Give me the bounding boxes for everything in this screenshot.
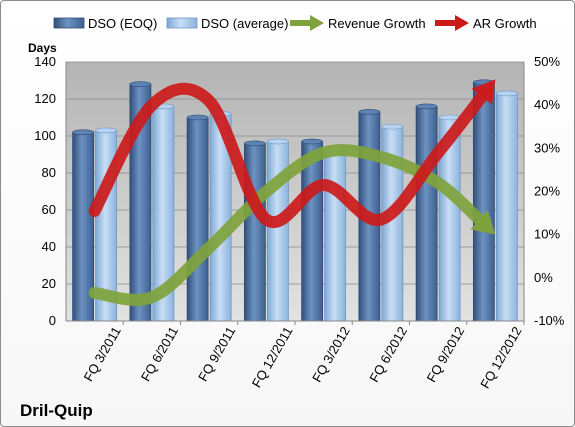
y-right-tick-label: 50%: [534, 54, 560, 69]
legend-label-ar-growth: AR Growth: [473, 16, 537, 31]
bar-cap-dso-eoq: [415, 103, 438, 110]
bar-cap-dso-eoq: [358, 109, 381, 115]
y-right-tick-labels: -10% 0% 10% 20% 30% 40% 50%: [534, 54, 565, 328]
legend-arrow-ar-growth: [435, 15, 469, 31]
legend-swatch-dso-eoq: [53, 17, 85, 29]
bar-cap-dso-average: [496, 90, 518, 97]
y-right-tick-label: 0%: [534, 270, 553, 285]
bars: [72, 79, 518, 322]
bar-cap-dso-eoq: [301, 138, 323, 145]
x-tick-label: FQ 12/2011: [249, 324, 296, 390]
y-left-axis-label: Days: [28, 41, 57, 55]
legend-label-dso-average: DSO (average): [201, 16, 288, 31]
y-right-tick-label: 20%: [534, 184, 560, 199]
x-tick-label: FQ 6/2011: [138, 324, 181, 384]
bar-dso-eoq: [415, 106, 438, 322]
brand-label: Dril-Quip: [20, 401, 93, 420]
y-left-tick-label: 100: [34, 128, 56, 143]
bar-dso-eoq: [472, 81, 495, 322]
arrowhead-revenue-growth: [470, 210, 496, 235]
x-tick-labels: FQ 3/2011 FQ 6/2011 FQ 9/2011 FQ 12/2011 FQ …: [81, 321, 525, 391]
legend-label-dso-eoq: DSO (EOQ): [88, 16, 157, 31]
bar-cap-dso-average: [267, 138, 289, 145]
legend-swatch-dso-average: [166, 17, 198, 29]
line-revenue-growth: [88, 144, 490, 306]
x-tick-label: FQ 9/2011: [195, 324, 238, 384]
y-right-tick-label: -10%: [534, 313, 565, 328]
y-right-tick-label: 10%: [534, 227, 560, 242]
y-left-tick-label: 60: [42, 202, 56, 217]
legend-arrow-revenue-growth: [290, 15, 324, 31]
x-tick-label: FQ 9/2012: [424, 324, 468, 385]
y-left-tick-label: 20: [42, 276, 56, 291]
x-tick-label: FQ 12/2012: [477, 324, 524, 391]
x-tick-label: FQ 6/2012: [366, 324, 410, 385]
bar-cap-dso-average: [381, 123, 404, 130]
y-right-tick-label: 40%: [534, 97, 560, 112]
line-ar-growth: [88, 82, 492, 228]
bar-dso-average: [495, 93, 518, 322]
bar-cap-dso-eoq: [72, 129, 94, 136]
bar-dso-eoq: [243, 142, 266, 322]
arrowhead-ar-growth: [471, 79, 496, 105]
y-left-tick-labels: 0 20 40 60 80 100 120 140: [34, 54, 56, 328]
bar-dso-average: [324, 148, 347, 322]
x-tick-label: FQ 3/2012: [309, 324, 353, 385]
x-tick-label: FQ 3/2011: [81, 324, 124, 384]
y-right-tick-label: 30%: [534, 140, 560, 155]
bar-cap-dso-eoq: [244, 140, 266, 147]
bar-dso-eoq: [186, 117, 209, 322]
bar-cap-dso-average: [95, 127, 117, 134]
y-left-tick-label: 80: [42, 165, 56, 180]
y-left-tick-label: 40: [42, 239, 56, 254]
growth-lines: [88, 79, 496, 306]
y-left-tick-label: 0: [49, 313, 56, 328]
bar-cap-dso-eoq: [129, 81, 152, 87]
legend: DSO (EOQ) DSO (average) Revenue Growth A…: [53, 15, 537, 31]
bar-cap-dso-eoq: [186, 114, 209, 121]
legend-label-revenue-growth: Revenue Growth: [328, 16, 426, 31]
y-left-tick-label: 140: [34, 54, 56, 69]
y-left-tick-label: 120: [34, 91, 56, 106]
